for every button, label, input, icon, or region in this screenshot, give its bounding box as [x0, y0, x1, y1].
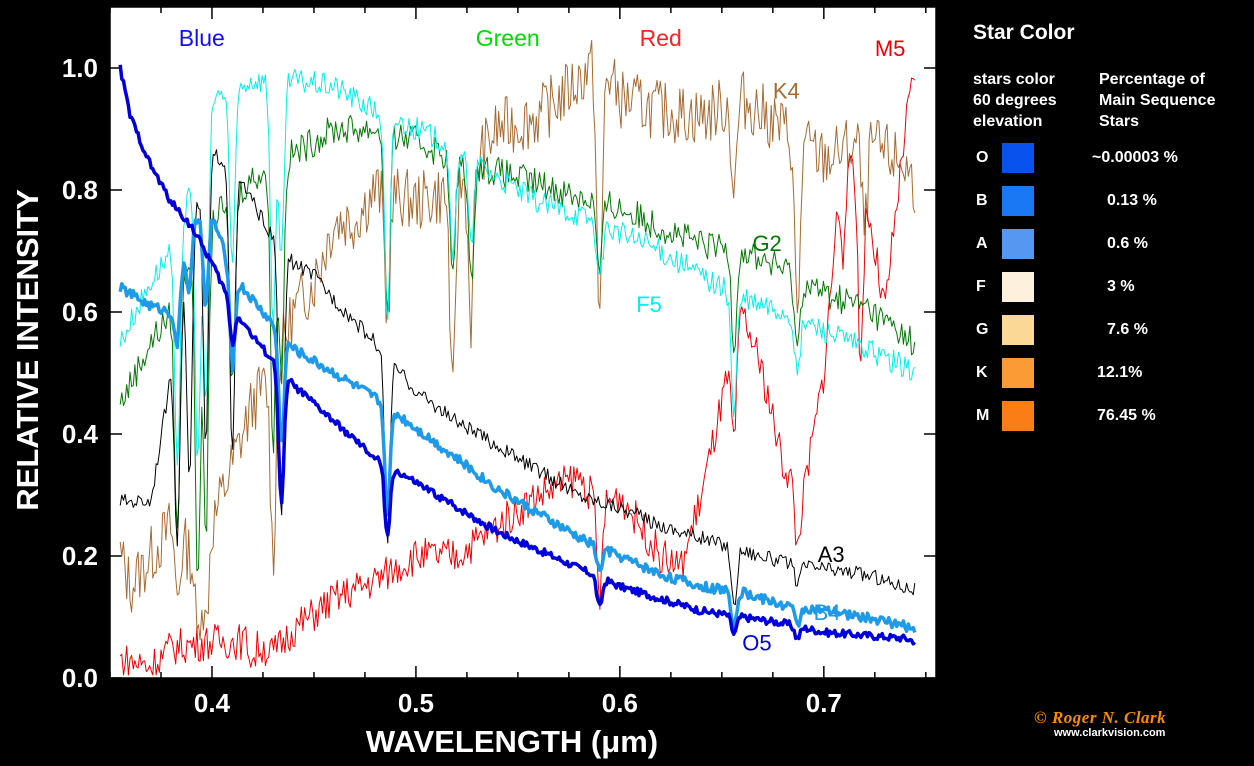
legend-row-b: B 0.13 % — [940, 186, 1254, 218]
class-letter: G — [976, 321, 989, 338]
y-tick-label: 0.8 — [62, 175, 98, 205]
color-header-line: stars color — [973, 71, 1055, 88]
band-label-green: Green — [476, 25, 540, 51]
class-letter: O — [976, 149, 989, 166]
class-letter: A — [976, 235, 988, 252]
percentage: ~0.00003 % — [1092, 149, 1178, 166]
color-header-line: 60 degrees — [973, 92, 1057, 109]
series-label-o5: O5 — [742, 631, 771, 656]
percentage: 0.6 % — [1107, 235, 1148, 252]
series-label-m5: M5 — [875, 36, 906, 61]
band-label-red: Red — [640, 25, 682, 51]
legend-title: Star Color — [973, 21, 1075, 44]
legend-row-k: K 12.1% — [940, 358, 1254, 390]
percentage-header-line: Stars — [1099, 113, 1140, 130]
series-line-k4 — [119, 40, 916, 641]
axis-ticks: 0.0 0.2 0.4 0.6 0.8 1.0 0.4 0.5 0.6 0.7 — [62, 7, 936, 718]
copyright-credit: © Roger N. Clark — [1034, 708, 1167, 727]
series-group — [118, 40, 917, 676]
class-letter: M — [976, 407, 990, 424]
legend-row-g: G 7.6 % — [940, 315, 1254, 347]
series-label-k4: K4 — [773, 79, 800, 104]
y-tick-label: 0.6 — [62, 297, 98, 327]
color-swatch — [1002, 272, 1034, 302]
x-tick-label: 0.5 — [398, 688, 434, 718]
y-tick-label: 0.2 — [62, 541, 98, 571]
legend-row-o: O ~0.00003 % — [940, 143, 1254, 175]
x-tick-label: 0.7 — [806, 688, 842, 718]
series-label-a3: A3 — [818, 542, 845, 567]
y-tick-label: 0.0 — [62, 663, 98, 693]
color-swatch — [1002, 401, 1034, 431]
series-labels: O5 B4 A3 F5 G2 K4 M5 Blue Green Red — [179, 25, 906, 656]
color-header-line: elevation — [973, 113, 1043, 130]
series-label-g2: G2 — [752, 231, 781, 256]
percentage: 7.6 % — [1107, 321, 1148, 338]
y-tick-label: 0.4 — [62, 419, 99, 449]
class-letter: K — [976, 364, 988, 381]
series-line-g2 — [119, 115, 916, 572]
class-letter: F — [976, 278, 986, 295]
legend-row-m: M 76.45 % — [940, 401, 1254, 433]
x-tick-label: 0.4 — [194, 688, 231, 718]
color-swatch — [1002, 186, 1034, 216]
percentage: 0.13 % — [1107, 192, 1157, 209]
series-line-f5 — [119, 68, 916, 466]
spectrum-chart: 0.0 0.2 0.4 0.6 0.8 1.0 0.4 0.5 0.6 0.7 O5 B4 A3 F5 G… — [10, 6, 937, 759]
percentage-header-line: Percentage of — [1099, 71, 1205, 88]
color-swatch — [1002, 229, 1034, 259]
percentage-header-line: Main Sequence — [1099, 92, 1216, 109]
plot-area — [109, 6, 937, 679]
legend-row-a: A 0.6 % — [940, 229, 1254, 261]
x-tick-label: 0.6 — [602, 688, 638, 718]
class-letter: B — [976, 192, 988, 209]
series-line-a3 — [119, 149, 916, 606]
color-swatch — [1002, 358, 1034, 388]
band-label-blue: Blue — [179, 25, 225, 51]
y-tick-label: 1.0 — [62, 53, 98, 83]
percentage: 3 % — [1107, 278, 1135, 295]
percentage: 12.1% — [1097, 364, 1143, 381]
percentage: 76.45 % — [1097, 407, 1156, 424]
website-link[interactable]: www.clarkvision.com — [1054, 727, 1166, 739]
color-column-header: stars color 60 degrees elevation — [973, 69, 1057, 132]
series-line-b4 — [118, 218, 917, 634]
star-color-legend: Star Color stars color 60 degrees elevat… — [940, 0, 1254, 766]
y-axis-label: RELATIVE INTENSITY — [10, 189, 45, 511]
legend-row-f: F 3 % — [940, 272, 1254, 304]
color-swatch — [1002, 315, 1034, 345]
percentage-column-header: Percentage of Main Sequence Stars — [1099, 69, 1215, 132]
series-line-o5 — [118, 64, 916, 646]
x-axis-label: WAVELENGTH (μm) — [366, 724, 658, 759]
series-label-f5: F5 — [636, 292, 662, 317]
series-line-m5 — [119, 77, 916, 676]
series-label-b4: B4 — [814, 600, 841, 625]
color-swatch — [1002, 143, 1034, 173]
